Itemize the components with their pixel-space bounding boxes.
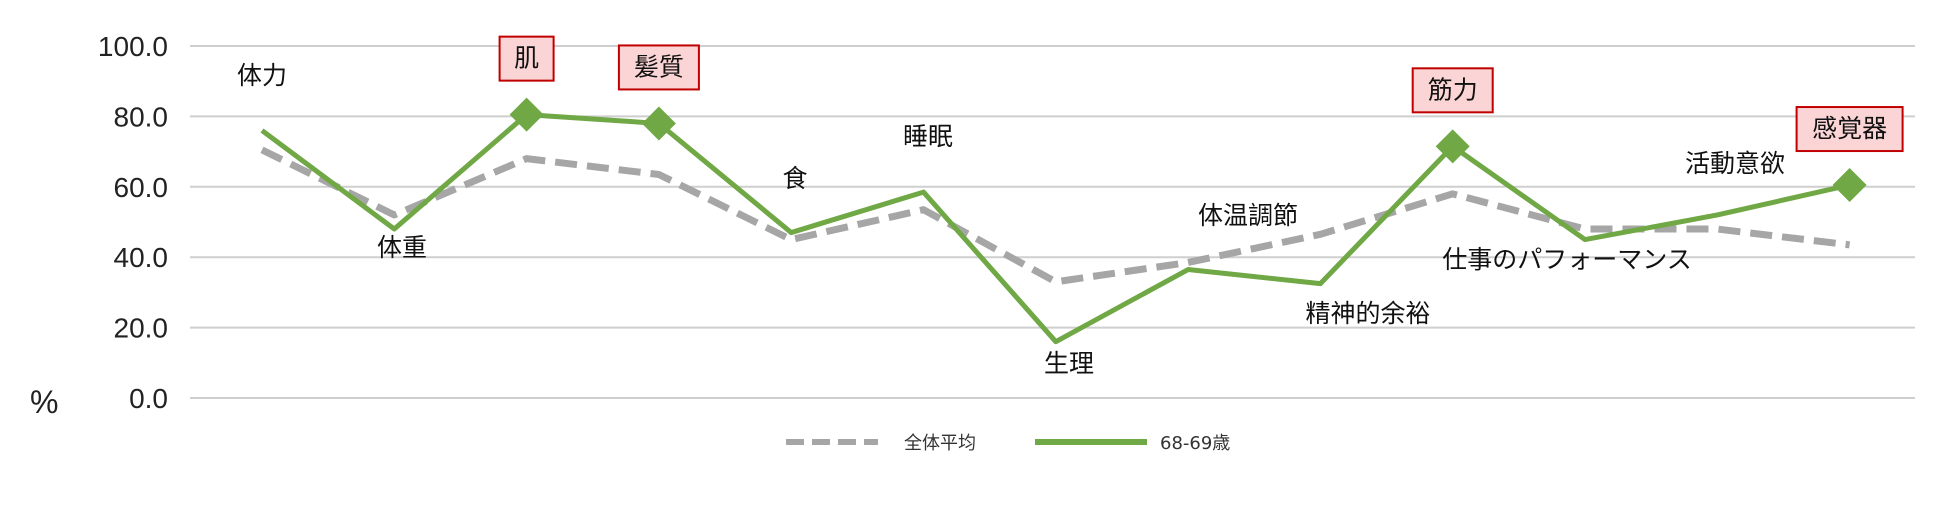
category-label-group: 体重 [377,233,427,262]
y-tick-label: 40.0 [114,242,169,273]
category-label-group: 体温調節 [1198,201,1298,230]
category-label-group: 生理 [1044,349,1094,378]
category-label: 精神的余裕 [1305,299,1430,328]
highlight-label-box [1795,106,1904,153]
category-label-group: 感覚器 [1795,106,1904,153]
category-label: 筋力 [1428,75,1478,104]
category-label-group: 活動意欲 [1685,149,1785,178]
category-label: 活動意欲 [1685,149,1785,178]
category-label: 仕事のパフォーマンス [1442,245,1692,274]
highlight-markers [509,97,1867,203]
legend-label-68-69: 68-69歳 [1160,433,1230,454]
category-label-group: 肌 [498,35,555,82]
y-tick-label: 100.0 [98,31,168,62]
category-label-group: 筋力 [1411,67,1494,114]
category-label-group: 睡眠 [903,122,953,151]
category-label: 体重 [377,233,427,262]
category-label-group: 食 [782,164,807,193]
category-label-group: 精神的余裕 [1305,299,1430,328]
category-label: 感覚器 [1812,114,1887,143]
category-label: 髪質 [634,52,684,81]
diamond-marker [641,106,676,141]
y-axis-unit-label: % [30,384,58,420]
diamond-marker [509,97,544,132]
legend-label-avg: 全体平均 [904,433,976,454]
highlight-label-box [617,44,700,91]
highlight-label-box [1411,67,1494,114]
y-axis-ticks: 0.0 20.0 40.0 60.0 80.0 100.0 [98,31,168,414]
category-label: 体力 [237,61,287,90]
y-tick-label: 80.0 [114,101,169,132]
y-tick-label: 20.0 [114,313,169,344]
y-tick-label: 60.0 [114,172,169,203]
category-label-group: 体力 [237,61,287,90]
legend: 全体平均 68-69歳 [786,433,1230,454]
grid-lines [190,45,1915,399]
category-label-group: 髪質 [617,44,700,91]
highlight-label-box [498,35,555,82]
category-label-group: 仕事のパフォーマンス [1442,245,1692,274]
category-label: 体温調節 [1198,201,1298,230]
category-label: 睡眠 [903,122,953,151]
series-lines [260,112,1851,345]
diamond-marker [1435,129,1470,164]
category-label: 生理 [1044,349,1094,378]
category-label: 肌 [514,44,539,73]
y-tick-label: 0.0 [129,383,168,414]
diamond-marker [1832,168,1867,203]
series-line-avg [260,146,1851,286]
category-label: 食 [782,164,807,193]
